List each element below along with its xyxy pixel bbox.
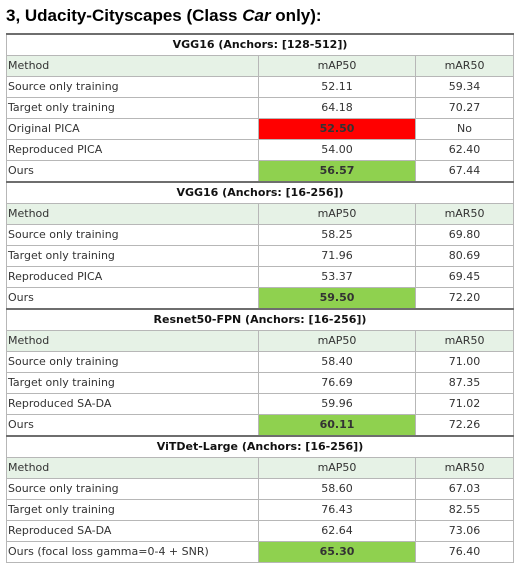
map50-cell: 76.69 [258,372,416,394]
section-title: VGG16 (Anchors: [16-256]) [5,181,515,204]
column-header-row: Method mAP50 mAR50 [6,203,515,225]
mar50-cell: 67.03 [414,478,515,500]
mar50-cell: 80.69 [414,245,515,267]
mar50-cell: 67.44 [414,160,515,183]
mar50-cell: 71.02 [414,393,515,415]
table-row: Target only training 76.43 82.55 [6,499,515,521]
map50-cell: 56.57 [258,160,416,183]
table-row: Reproduced PICA 54.00 62.40 [6,139,515,161]
map50-cell: 76.43 [258,499,416,521]
title-prefix: 3, Udacity-Cityscapes (Class [6,6,243,25]
mar50-cell: 76.40 [414,541,515,563]
method-cell: Source only training [6,224,259,246]
mar50-cell: 87.35 [414,372,515,394]
table-row: Source only training 58.25 69.80 [6,224,515,246]
column-header-map50: mAP50 [258,457,416,479]
section-title: Resnet50-FPN (Anchors: [16-256]) [5,308,515,331]
section-header-row: Resnet50-FPN (Anchors: [16-256]) [5,308,515,331]
map50-cell: 59.96 [258,393,416,415]
map50-cell: 59.50 [258,287,416,310]
map50-cell: 65.30 [258,541,416,563]
mar50-cell: 70.27 [414,97,515,119]
map50-cell: 58.60 [258,478,416,500]
mar50-cell: 71.00 [414,351,515,373]
method-cell: Ours (focal loss gamma=0-4 + SNR) [6,541,259,563]
section-title: VGG16 (Anchors: [128-512]) [5,33,515,56]
column-header-method: Method [6,457,259,479]
table-row: Reproduced SA-DA 62.64 73.06 [6,520,515,542]
table-row: Ours 56.57 67.44 [6,160,515,183]
method-cell: Source only training [6,351,259,373]
method-cell: Ours [6,414,259,437]
column-header-mar50: mAR50 [414,203,515,225]
map50-cell: 52.11 [258,76,416,98]
column-header-map50: mAP50 [258,330,416,352]
mar50-cell: 59.34 [414,76,515,98]
mar50-cell: 72.26 [414,414,515,437]
column-header-map50: mAP50 [258,203,416,225]
map50-cell: 52.50 [258,118,416,140]
table-row: Target only training 76.69 87.35 [6,372,515,394]
method-cell: Target only training [6,245,259,267]
page-title: 3, Udacity-Cityscapes (Class Car only): [6,6,322,26]
column-header-map50: mAP50 [258,55,416,77]
table-row: Reproduced PICA 53.37 69.45 [6,266,515,288]
method-cell: Target only training [6,499,259,521]
method-cell: Ours [6,287,259,310]
column-header-method: Method [6,203,259,225]
mar50-cell: 72.20 [414,287,515,310]
mar50-cell: 73.06 [414,520,515,542]
map50-cell: 60.11 [258,414,416,437]
column-header-mar50: mAR50 [414,457,515,479]
table-row: Original PICA 52.50 No [6,118,515,140]
map50-cell: 71.96 [258,245,416,267]
mar50-cell: No [414,118,515,140]
results-table-body: VGG16 (Anchors: [128-512]) Method mAP50 mAR… [5,33,515,563]
method-cell: Source only training [6,478,259,500]
map50-cell: 58.40 [258,351,416,373]
section-header-row: VGG16 (Anchors: [16-256]) [5,181,515,204]
mar50-cell: 62.40 [414,139,515,161]
table-row: Reproduced SA-DA 59.96 71.02 [6,393,515,415]
results-table: VGG16 (Anchors: [128-512]) Method mAP50 mAR… [5,33,515,563]
title-suffix: only): [270,6,322,25]
method-cell: Reproduced PICA [6,139,259,161]
column-header-row: Method mAP50 mAR50 [6,55,515,77]
table-row: Source only training 52.11 59.34 [6,76,515,98]
map50-cell: 54.00 [258,139,416,161]
method-cell: Reproduced SA-DA [6,520,259,542]
method-cell: Source only training [6,76,259,98]
table-row: Ours 59.50 72.20 [6,287,515,310]
map50-cell: 53.37 [258,266,416,288]
method-cell: Reproduced PICA [6,266,259,288]
method-cell: Target only training [6,97,259,119]
table-row: Source only training 58.40 71.00 [6,351,515,373]
column-header-row: Method mAP50 mAR50 [6,330,515,352]
method-cell: Ours [6,160,259,183]
table-row: Source only training 58.60 67.03 [6,478,515,500]
mar50-cell: 69.80 [414,224,515,246]
map50-cell: 58.25 [258,224,416,246]
table-row: Ours (focal loss gamma=0-4 + SNR) 65.30 76… [6,541,515,563]
section-header-row: ViTDet-Large (Anchors: [16-256]) [5,435,515,458]
table-row: Ours 60.11 72.26 [6,414,515,437]
title-emphasis: Car [242,6,271,25]
map50-cell: 62.64 [258,520,416,542]
table-row: Target only training 64.18 70.27 [6,97,515,119]
column-header-method: Method [6,330,259,352]
section-title: ViTDet-Large (Anchors: [16-256]) [5,435,515,458]
method-cell: Original PICA [6,118,259,140]
map50-cell: 64.18 [258,97,416,119]
table-row: Target only training 71.96 80.69 [6,245,515,267]
method-cell: Reproduced SA-DA [6,393,259,415]
method-cell: Target only training [6,372,259,394]
column-header-mar50: mAR50 [414,55,515,77]
column-header-method: Method [6,55,259,77]
section-header-row: VGG16 (Anchors: [128-512]) [5,33,515,56]
mar50-cell: 82.55 [414,499,515,521]
column-header-row: Method mAP50 mAR50 [6,457,515,479]
mar50-cell: 69.45 [414,266,515,288]
column-header-mar50: mAR50 [414,330,515,352]
